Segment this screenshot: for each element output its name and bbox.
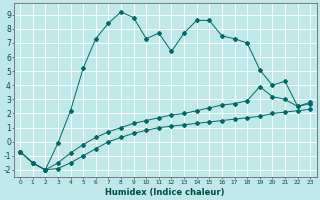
X-axis label: Humidex (Indice chaleur): Humidex (Indice chaleur): [105, 188, 225, 197]
